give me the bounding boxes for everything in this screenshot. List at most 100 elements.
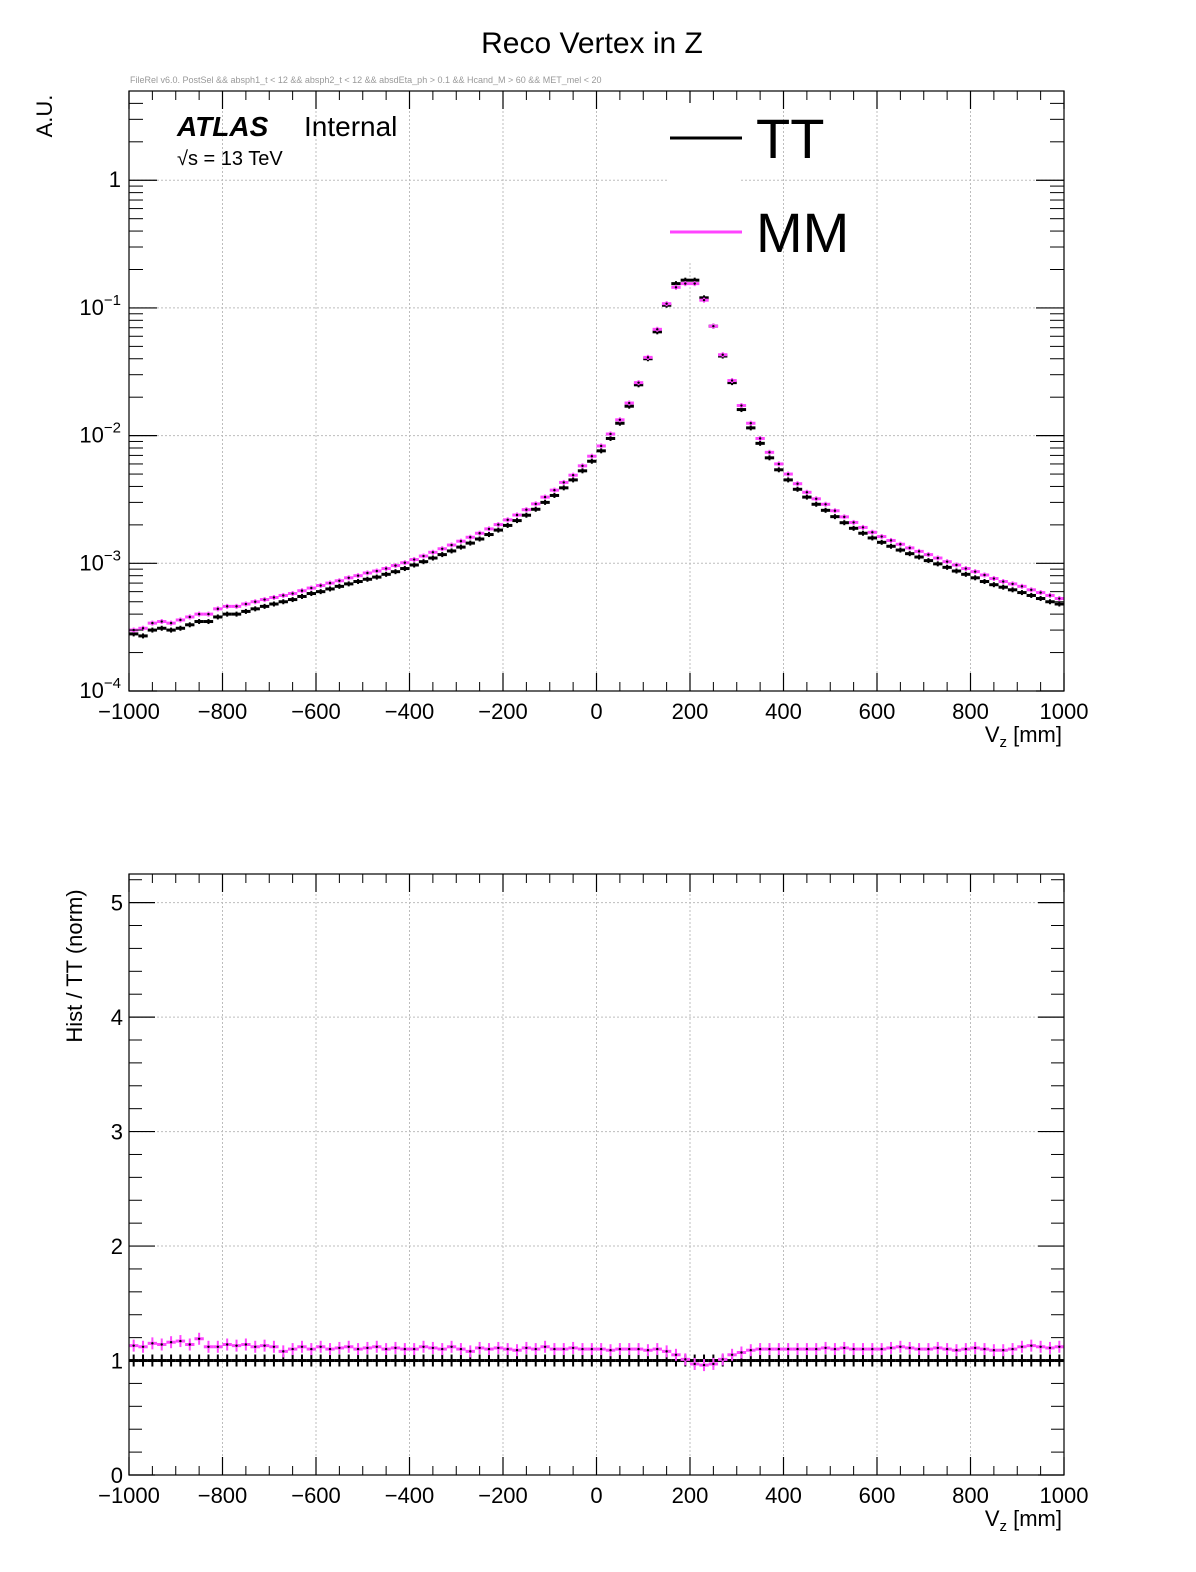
data-point	[964, 573, 968, 576]
data-point	[964, 1347, 968, 1351]
data-point	[917, 550, 921, 553]
data-point	[702, 1363, 706, 1367]
data-point	[347, 576, 350, 580]
data-point	[880, 1347, 883, 1351]
legend-label-tt: TT	[756, 107, 824, 170]
data-point	[889, 1346, 893, 1350]
data-point	[1058, 597, 1061, 600]
data-point	[169, 628, 173, 632]
x-tick-label: −800	[198, 699, 248, 724]
data-point	[581, 1359, 584, 1362]
data-point	[282, 594, 285, 597]
data-point	[1020, 1345, 1024, 1348]
chart-title: Reco Vertex in Z	[481, 27, 703, 60]
data-point	[412, 563, 416, 567]
data-point	[450, 549, 453, 553]
data-point	[1011, 1347, 1014, 1351]
data-point	[618, 422, 622, 425]
data-point	[843, 515, 846, 519]
data-point	[721, 1358, 724, 1361]
data-point	[702, 298, 706, 302]
data-point	[936, 562, 939, 566]
data-point	[927, 1347, 930, 1351]
data-point	[197, 620, 201, 623]
data-point	[263, 598, 266, 601]
data-point	[497, 528, 500, 532]
x-tick-label: 1000	[1040, 699, 1089, 724]
data-point	[412, 558, 416, 561]
y-tick-label: 10−1	[79, 292, 121, 320]
data-point	[656, 1359, 659, 1362]
data-point	[824, 503, 827, 506]
data-point	[207, 1359, 210, 1362]
atlas-status: Internal	[304, 111, 397, 142]
data-point	[188, 615, 191, 619]
data-point	[160, 627, 163, 630]
x-tick-label: −400	[385, 1483, 435, 1508]
data-point	[637, 1347, 640, 1351]
data-point	[328, 581, 332, 585]
data-point	[1039, 591, 1042, 594]
data-point	[478, 1346, 481, 1350]
data-point	[805, 495, 809, 499]
data-point	[646, 356, 650, 359]
data-point	[328, 1359, 332, 1362]
data-point	[1030, 1344, 1033, 1347]
top-axes: −1000 −800 −600 −400 −200 0 200 400 600 800 1000 10…	[79, 90, 1089, 724]
data-point	[1002, 586, 1005, 589]
data-point	[141, 627, 145, 630]
y-tick-label: 2	[111, 1234, 123, 1259]
x-tick-label: −1000	[98, 699, 160, 724]
data-point	[272, 602, 276, 606]
data-point	[749, 422, 752, 425]
data-point	[338, 585, 341, 588]
data-point	[207, 1345, 210, 1348]
x-tick-label: 0	[590, 699, 602, 724]
x-tick-label: 600	[859, 699, 896, 724]
data-point	[927, 559, 930, 562]
data-point	[431, 551, 435, 554]
data-point	[609, 1349, 612, 1352]
data-point	[796, 482, 799, 485]
legend-box	[668, 103, 740, 263]
bottom-axes: −1000 −800 −600 −400 −200 0 200 400 600 800 1000 0 1…	[98, 874, 1088, 1508]
x-tick-label: 200	[672, 1483, 709, 1508]
data-point	[338, 1346, 341, 1350]
data-point	[469, 1359, 472, 1362]
data-point	[843, 1359, 846, 1362]
data-point	[179, 1359, 182, 1362]
data-point	[338, 1359, 341, 1362]
data-point	[618, 1359, 622, 1362]
bottom-series-layer	[129, 1332, 1064, 1372]
data-point	[310, 592, 313, 595]
data-point	[852, 527, 855, 530]
data-point	[254, 600, 257, 603]
data-point	[712, 1362, 715, 1366]
data-point	[674, 282, 678, 285]
data-point	[282, 1359, 285, 1362]
data-point	[571, 478, 575, 482]
data-point	[356, 580, 360, 583]
data-point	[151, 621, 154, 625]
data-point	[1020, 1359, 1024, 1362]
data-point	[543, 501, 547, 504]
data-point	[758, 1347, 762, 1351]
data-point	[628, 404, 631, 408]
data-point	[459, 1347, 463, 1351]
data-point	[590, 1347, 594, 1351]
data-point	[244, 1359, 248, 1362]
x-tick-label: 400	[765, 1483, 802, 1508]
cut-string: FileRel v6.0. PostSel && absph1_t < 12 &…	[130, 75, 602, 85]
data-point	[777, 468, 781, 471]
data-point	[899, 543, 902, 546]
data-point	[515, 1349, 519, 1352]
data-point	[197, 1337, 201, 1340]
data-point	[141, 634, 145, 638]
data-point	[833, 515, 837, 518]
data-point	[665, 1359, 668, 1362]
data-point	[1002, 1359, 1005, 1362]
data-point	[1030, 588, 1033, 592]
bottom-grid	[129, 874, 1064, 1475]
data-point	[777, 462, 781, 466]
data-point	[1039, 597, 1042, 600]
